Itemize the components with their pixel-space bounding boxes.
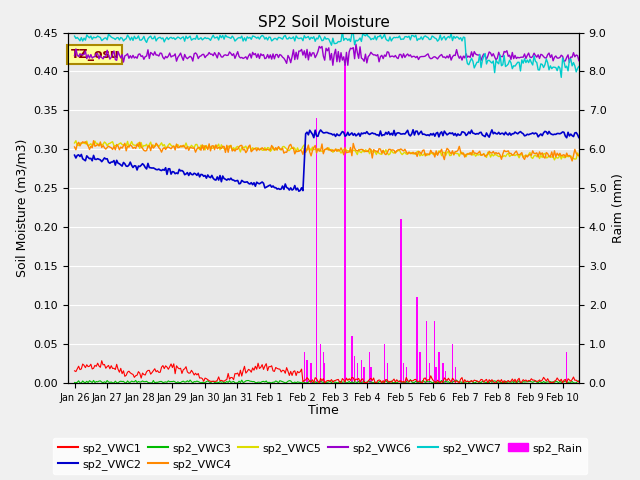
Bar [445,371,446,383]
Bar [323,352,324,383]
Bar [403,363,404,383]
Bar [426,321,428,383]
Bar [356,363,358,383]
Bar [307,360,308,383]
Bar [400,219,401,383]
Y-axis label: Soil Moisture (m3/m3): Soil Moisture (m3/m3) [15,139,28,277]
Bar [434,321,435,383]
Bar [316,118,317,383]
Bar [438,352,440,383]
Bar [384,344,385,383]
Bar [303,352,305,383]
Bar [371,367,372,383]
Bar [344,64,346,383]
Title: SP2 Soil Moisture: SP2 Soil Moisture [257,15,389,30]
Bar [452,344,453,383]
Text: TZ_osu: TZ_osu [70,48,119,61]
Bar [429,363,430,383]
Bar [417,297,418,383]
Bar [387,363,388,383]
Bar [354,356,355,383]
Bar [310,363,312,383]
Bar [435,367,437,383]
Bar [320,344,321,383]
Y-axis label: Raim (mm): Raim (mm) [612,173,625,243]
Legend: sp2_VWC1, sp2_VWC2, sp2_VWC3, sp2_VWC4, sp2_VWC5, sp2_VWC6, sp2_VWC7, sp2_Rain: sp2_VWC1, sp2_VWC2, sp2_VWC3, sp2_VWC4, … [53,438,587,474]
Bar [361,360,362,383]
X-axis label: Time: Time [308,404,339,417]
Bar [351,336,353,383]
Bar [369,352,370,383]
Bar [406,367,407,383]
Bar [454,367,456,383]
Bar [364,367,365,383]
Bar [566,352,568,383]
Bar [442,363,444,383]
Bar [419,352,420,383]
Bar [324,363,325,383]
